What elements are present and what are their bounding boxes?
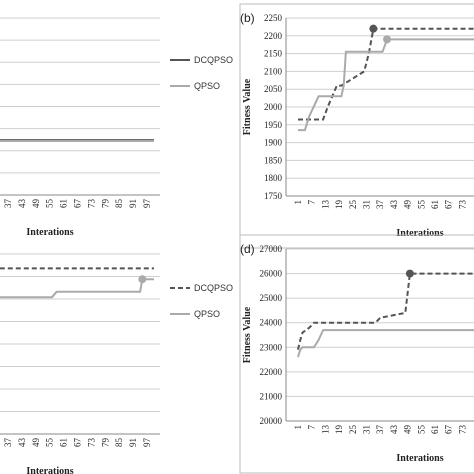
x-tick-label: 73 [86, 438, 96, 448]
y-tick-label: 2100 [264, 66, 283, 76]
series-marker-qpso [383, 35, 392, 44]
x-tick-label: 49 [31, 199, 41, 209]
x-tick-label: 37 [3, 199, 13, 209]
x-tick-label: 37 [375, 425, 385, 435]
y-tick-label: 2000 [264, 102, 283, 112]
y-tick-label: 25000 [260, 293, 283, 303]
x-axis-label: Interations [396, 453, 443, 464]
x-tick-label: 61 [430, 200, 440, 209]
x-tick-label: 13 [320, 425, 330, 435]
legend-entry-dcqpso: DCQPSO [194, 283, 233, 293]
legend-entry-qpso: QPSO [194, 309, 220, 319]
x-tick-label: 37 [3, 438, 13, 448]
chart-panel-3: 37 43 49 55 61 67 73 79 85 91 97 Interations DCQPSO Q… [0, 253, 233, 474]
x-tick-label: 61 [59, 199, 69, 208]
x-tick-label: 79 [100, 438, 110, 448]
x-tick-label: 67 [73, 199, 83, 209]
x-tick-label: 19 [334, 200, 344, 210]
x-tick-label: 37 [375, 200, 385, 210]
y-tick-label: 26000 [260, 269, 283, 279]
x-tick-label: 73 [457, 425, 467, 435]
y-tick-label: 20000 [260, 416, 283, 426]
x-tick-label: 43 [17, 438, 27, 448]
y-tick-label: 1750 [264, 191, 283, 201]
y-tick-label: 2150 [264, 49, 283, 59]
legend-entry-qpso: QPSO [194, 81, 220, 91]
y-tick-label: 2250 [264, 13, 283, 23]
x-tick-label: 55 [45, 199, 55, 209]
y-tick-label: 1800 [264, 173, 283, 183]
x-tick-label: 25 [348, 425, 358, 435]
x-tick-label: 43 [389, 425, 399, 435]
x-tick-label: 49 [403, 200, 413, 210]
x-tick-label: 61 [59, 438, 69, 447]
x-axis-label: Interations [26, 227, 73, 238]
y-tick-label: 22000 [260, 367, 283, 377]
y-tick-label: 27000 [260, 244, 283, 254]
y-tick-label: 2050 [264, 84, 283, 94]
chart-panel-4: 20000 21000 22000 23000 24000 25000 26000 27000… [239, 234, 474, 474]
panel-frame [239, 234, 474, 474]
panel-frame [239, 3, 474, 249]
x-tick-label: 19 [334, 425, 344, 435]
x-tick-label: 31 [362, 200, 372, 209]
y-tick-label: 1850 [264, 155, 283, 165]
y-tick-label: 23000 [260, 342, 283, 352]
y-tick-label: 21000 [260, 391, 283, 401]
x-tick-label: 43 [17, 199, 27, 209]
x-tick-label: 43 [389, 200, 399, 210]
y-axis-label: Fitness Value [242, 78, 253, 135]
x-tick-label: 97 [142, 438, 152, 448]
x-tick-label: 55 [416, 425, 426, 435]
panel-label: (d) [240, 242, 255, 256]
x-tick-label: 7 [307, 425, 317, 430]
x-tick-label: 73 [457, 200, 467, 210]
x-tick-label: 67 [444, 200, 454, 210]
series-marker-qpso [138, 275, 147, 284]
x-tick-label: 49 [31, 438, 41, 448]
x-tick-label: 55 [416, 200, 426, 210]
panel-label: (b) [240, 11, 255, 25]
x-tick-label: 25 [348, 200, 358, 210]
x-axis-label: Interations [26, 466, 73, 474]
y-axis-label: Fitness Value [242, 306, 253, 363]
x-tick-label: 91 [128, 199, 138, 208]
x-tick-label: 31 [362, 425, 372, 434]
series-line-qpso [0, 278, 154, 299]
x-tick-label: 97 [142, 199, 152, 209]
series-line-dcqpso [297, 272, 474, 350]
series-line-dcqpso [298, 27, 474, 121]
x-tick-label: 13 [320, 200, 330, 210]
x-tick-label: 91 [128, 438, 138, 447]
chart-panel-1: 37 43 49 55 61 67 73 79 85 91 97 Interations DCQPSO Q… [0, 17, 233, 238]
series-line-qpso [297, 329, 474, 358]
series-line-qpso [298, 38, 474, 132]
x-tick-label: 61 [430, 425, 440, 434]
x-tick-label: 1 [293, 425, 303, 430]
x-tick-label: 1 [293, 200, 303, 205]
x-axis-label: Interations [396, 228, 443, 239]
x-tick-label: 49 [403, 425, 413, 435]
x-tick-label: 67 [444, 425, 454, 435]
x-tick-label: 67 [73, 438, 83, 448]
series-marker-dcqpso [369, 24, 378, 33]
x-tick-label: 55 [45, 438, 55, 448]
x-tick-label: 85 [114, 438, 124, 448]
x-tick-label: 7 [307, 200, 317, 205]
x-tick-label: 85 [114, 199, 124, 209]
y-tick-label: 1950 [264, 120, 283, 130]
y-tick-label: 2200 [264, 31, 283, 41]
x-tick-label: 79 [100, 199, 110, 209]
x-tick-label: 73 [86, 199, 96, 209]
y-tick-label: 24000 [260, 318, 283, 328]
series-marker-dcqpso [405, 269, 414, 278]
legend-entry-dcqpso: DCQPSO [194, 55, 233, 65]
chart-panel-2: 1750 1800 1850 1900 1950 2000 2050 2100 2150 2200… [239, 3, 474, 249]
y-tick-label: 1900 [264, 138, 283, 148]
